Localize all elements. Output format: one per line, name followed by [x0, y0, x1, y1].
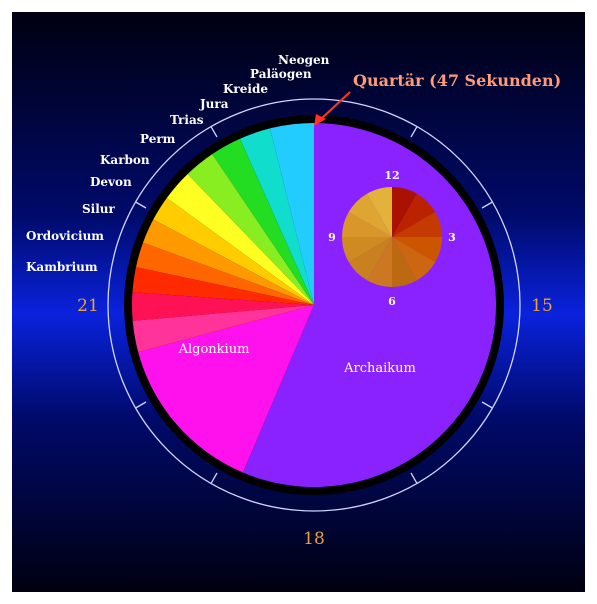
- inset-label-3: 3: [448, 231, 456, 244]
- callout-arrow-line: [319, 91, 351, 121]
- algonkium-label: Algonkium: [178, 342, 250, 357]
- slice-paläogen: [239, 128, 314, 305]
- slice-algonkium: [138, 305, 314, 473]
- era-label-karbon: Karbon: [100, 153, 150, 167]
- era-label-kambrium: Kambrium: [26, 260, 98, 274]
- quartaer-callout: Quartär (47 Sekunden): [353, 71, 561, 90]
- slice-perm: [153, 198, 314, 305]
- dial-outer-ring: [107, 98, 521, 512]
- dial-tick: [210, 472, 218, 484]
- slice-ordovicium: [131, 292, 314, 321]
- slice-silur: [132, 267, 314, 305]
- dial-tick: [410, 472, 418, 484]
- dial-tick: [481, 401, 493, 409]
- inset-slice: [392, 237, 417, 287]
- inset-slice: [392, 237, 442, 262]
- slice-jura: [187, 154, 314, 305]
- dial-tick: [410, 126, 418, 138]
- dial-tick: [481, 201, 493, 209]
- inset-label-9: 9: [328, 231, 336, 244]
- inset-slice: [367, 237, 392, 287]
- inset-slice: [348, 237, 392, 281]
- inset-clock: 12 3 6 9: [328, 169, 456, 308]
- slice-trias: [166, 174, 314, 305]
- dial-tick: [135, 401, 147, 409]
- dial-tick: [135, 201, 147, 209]
- slice-karbon: [142, 219, 314, 305]
- era-label-paläogen: Paläogen: [250, 67, 312, 81]
- era-label-kreide: Kreide: [223, 82, 268, 96]
- dial-ticks: [135, 126, 493, 484]
- inset-slice: [392, 237, 436, 281]
- hour-label-21: 21: [77, 296, 99, 316]
- archaikum-label: Archaikum: [343, 361, 416, 376]
- inset-slice: [392, 187, 417, 237]
- hour-label-15: 15: [531, 296, 553, 316]
- era-label-perm: Perm: [140, 132, 176, 146]
- inset-label-6: 6: [388, 295, 396, 308]
- inset-slice: [342, 237, 392, 262]
- inset-slice: [348, 193, 392, 237]
- inset-slice: [392, 193, 436, 237]
- slice-kambrium: [132, 305, 314, 353]
- callout-arrow-head: [314, 114, 326, 126]
- inset-slice: [342, 212, 392, 237]
- slice-neogen: [269, 123, 314, 305]
- inset-label-12: 12: [384, 169, 399, 182]
- dial-tick: [210, 126, 218, 138]
- slice-devon: [135, 242, 314, 305]
- inset-slice: [392, 212, 442, 237]
- era-label-devon: Devon: [90, 175, 132, 189]
- hour-label-18: 18: [303, 529, 325, 549]
- inset-slice: [367, 187, 392, 237]
- era-label-jura: Jura: [199, 97, 229, 111]
- era-label-neogen: Neogen: [278, 53, 330, 67]
- era-label-silur: Silur: [82, 202, 116, 216]
- era-label-ordovicium: Ordovicium: [26, 229, 104, 243]
- slice-kreide: [212, 138, 314, 305]
- geologic-pie: [131, 123, 497, 487]
- era-label-trias: Trias: [170, 113, 204, 127]
